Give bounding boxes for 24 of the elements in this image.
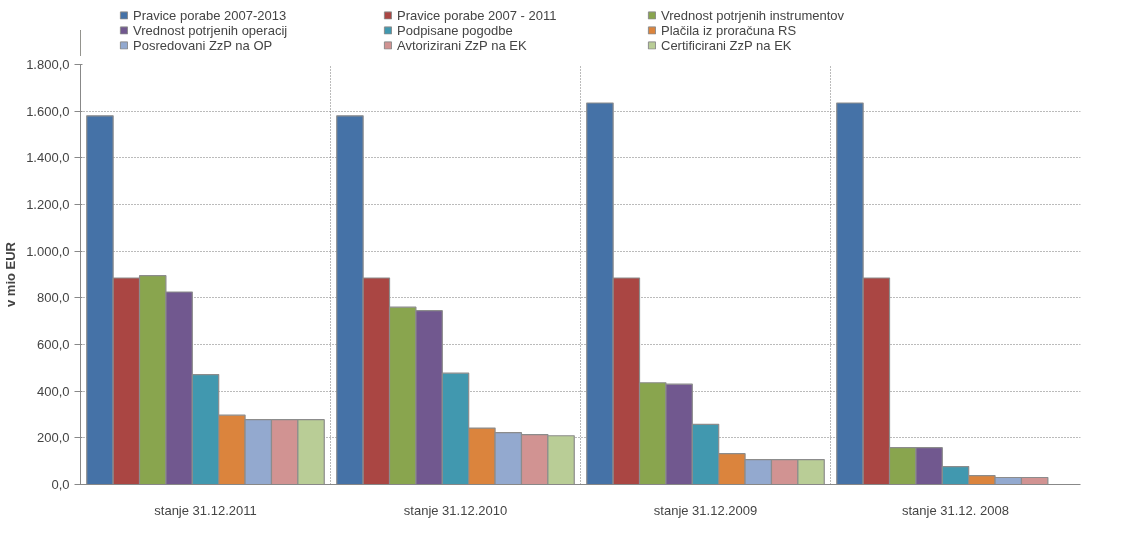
y-axis-title: v mio EUR (3, 241, 19, 308)
y-tick-label: 1.400,0 (26, 150, 70, 166)
y-tick-label: 800,0 (36, 290, 70, 306)
legend-label: Vrednost potrjenih operacij (133, 22, 289, 38)
y-tick-label: 0,0 (51, 477, 70, 492)
y-tick-label: 1.600,0 (26, 103, 70, 119)
legend-label: Pravice porabe 2007-2013 (133, 7, 288, 23)
y-tick-label: 1.200,0 (26, 197, 70, 212)
x-tick-label: stanje 31.12. 2008 (902, 502, 1009, 518)
y-tick-label: 400,0 (36, 383, 70, 399)
legend-label: Avtorizirani ZzP na EK (397, 37, 528, 53)
legend-label: Posredovani ZzP na OP (133, 37, 273, 53)
legend-label: Podpisane pogodbe (397, 22, 514, 38)
legend-label: Plačila iz proračuna RS (661, 22, 798, 38)
y-tick-label: 1.800,0 (26, 57, 70, 72)
legend-label: Certificirani ZzP na EK (661, 37, 793, 53)
legend-label: Vrednost potrjenih instrumentov (661, 7, 846, 23)
x-tick-label: stanje 31.12.2009 (653, 502, 758, 518)
legend-label: Pravice porabe 2007 - 2011 (397, 7, 558, 23)
x-tick-label: stanje 31.12.2011 (154, 502, 257, 518)
y-tick-label: 200,0 (36, 430, 70, 446)
y-tick-label: 600,0 (36, 337, 70, 352)
y-tick-label: 1.000,0 (26, 243, 70, 259)
x-tick-label: stanje 31.12.2010 (403, 502, 508, 518)
